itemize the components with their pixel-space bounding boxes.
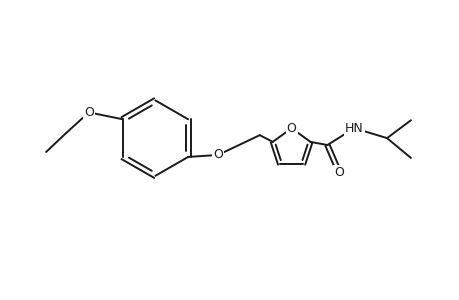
Text: O: O [286,122,296,135]
Text: HN: HN [344,122,363,135]
Text: O: O [334,166,343,179]
Text: O: O [84,106,94,119]
Text: O: O [213,148,223,161]
